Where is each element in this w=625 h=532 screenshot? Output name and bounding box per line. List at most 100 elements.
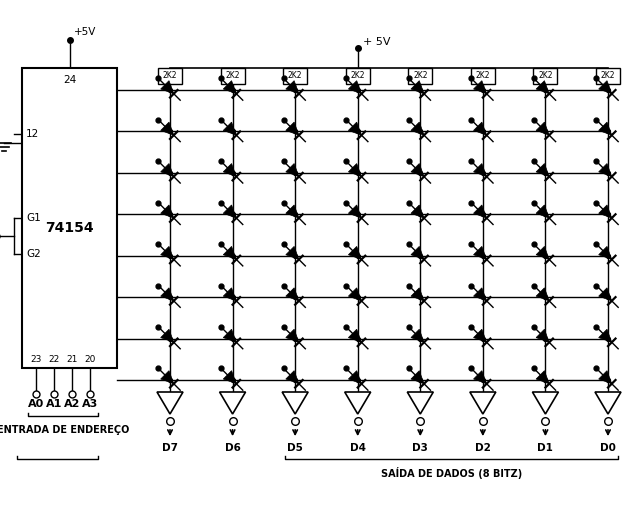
- Polygon shape: [161, 122, 174, 135]
- Polygon shape: [474, 288, 487, 301]
- Polygon shape: [348, 329, 361, 342]
- Polygon shape: [345, 392, 371, 414]
- Polygon shape: [474, 122, 487, 135]
- Polygon shape: [348, 205, 361, 218]
- Polygon shape: [474, 371, 487, 384]
- Text: D3: D3: [412, 443, 428, 453]
- Bar: [221, 68, 244, 84]
- Polygon shape: [348, 371, 361, 384]
- Polygon shape: [161, 288, 174, 301]
- Text: +5V: +5V: [74, 27, 96, 37]
- Polygon shape: [161, 246, 174, 260]
- Polygon shape: [536, 81, 549, 94]
- Polygon shape: [348, 246, 361, 260]
- Polygon shape: [286, 246, 299, 260]
- Text: A3: A3: [82, 399, 98, 409]
- Text: 2K2: 2K2: [601, 71, 615, 80]
- Text: 2K2: 2K2: [413, 71, 428, 80]
- Polygon shape: [411, 205, 424, 218]
- Text: 22: 22: [48, 354, 59, 363]
- Polygon shape: [532, 392, 558, 414]
- Bar: [408, 68, 432, 84]
- Bar: [283, 68, 307, 84]
- Text: + 5V: + 5V: [362, 37, 390, 47]
- Text: 21: 21: [66, 354, 78, 363]
- Text: G1: G1: [26, 213, 41, 223]
- Polygon shape: [408, 392, 433, 414]
- Polygon shape: [536, 246, 549, 260]
- Polygon shape: [161, 371, 174, 384]
- Bar: [596, 68, 620, 84]
- Polygon shape: [286, 163, 299, 177]
- Polygon shape: [474, 329, 487, 342]
- Polygon shape: [599, 163, 612, 177]
- Polygon shape: [411, 288, 424, 301]
- Polygon shape: [536, 205, 549, 218]
- Bar: [22, 68, 117, 368]
- Polygon shape: [286, 371, 299, 384]
- Text: D2: D2: [475, 443, 491, 453]
- Text: 2K2: 2K2: [288, 71, 302, 80]
- Polygon shape: [223, 205, 236, 218]
- Polygon shape: [411, 81, 424, 94]
- Polygon shape: [595, 392, 621, 414]
- Text: D4: D4: [350, 443, 366, 453]
- Polygon shape: [411, 329, 424, 342]
- Polygon shape: [599, 329, 612, 342]
- Polygon shape: [286, 205, 299, 218]
- Polygon shape: [223, 163, 236, 177]
- Polygon shape: [161, 205, 174, 218]
- Text: D1: D1: [538, 443, 553, 453]
- Polygon shape: [223, 288, 236, 301]
- Polygon shape: [474, 163, 487, 177]
- Polygon shape: [474, 205, 487, 218]
- Text: ENTRADA DE ENDEREÇO: ENTRADA DE ENDEREÇO: [0, 425, 129, 435]
- Polygon shape: [536, 163, 549, 177]
- Text: 2K2: 2K2: [538, 71, 552, 80]
- Text: A2: A2: [64, 399, 80, 409]
- Text: D0: D0: [600, 443, 616, 453]
- Text: 2K2: 2K2: [162, 71, 177, 80]
- Polygon shape: [286, 81, 299, 94]
- Text: A1: A1: [46, 399, 63, 409]
- Polygon shape: [161, 163, 174, 177]
- Polygon shape: [536, 329, 549, 342]
- Polygon shape: [282, 392, 308, 414]
- Polygon shape: [223, 122, 236, 135]
- Bar: [346, 68, 370, 84]
- Text: D6: D6: [224, 443, 241, 453]
- Polygon shape: [474, 246, 487, 260]
- Polygon shape: [348, 163, 361, 177]
- Polygon shape: [286, 288, 299, 301]
- Text: 2K2: 2K2: [226, 71, 240, 80]
- Polygon shape: [411, 246, 424, 260]
- Polygon shape: [411, 122, 424, 135]
- Text: 20: 20: [84, 354, 96, 363]
- Polygon shape: [474, 81, 487, 94]
- Polygon shape: [599, 246, 612, 260]
- Polygon shape: [219, 392, 246, 414]
- Text: D5: D5: [288, 443, 303, 453]
- Polygon shape: [223, 246, 236, 260]
- Polygon shape: [286, 122, 299, 135]
- Text: G2: G2: [26, 249, 41, 259]
- Polygon shape: [411, 163, 424, 177]
- Polygon shape: [536, 122, 549, 135]
- Polygon shape: [223, 81, 236, 94]
- Polygon shape: [599, 205, 612, 218]
- Text: 2K2: 2K2: [351, 71, 365, 80]
- Polygon shape: [161, 81, 174, 94]
- Polygon shape: [161, 329, 174, 342]
- Polygon shape: [348, 288, 361, 301]
- Text: 74154: 74154: [45, 221, 94, 235]
- Text: 12: 12: [26, 129, 39, 139]
- Polygon shape: [286, 329, 299, 342]
- Polygon shape: [599, 288, 612, 301]
- Text: 23: 23: [30, 354, 42, 363]
- Bar: [471, 68, 495, 84]
- Bar: [158, 68, 182, 84]
- Polygon shape: [599, 81, 612, 94]
- Polygon shape: [348, 81, 361, 94]
- Polygon shape: [599, 371, 612, 384]
- Text: A0: A0: [28, 399, 44, 409]
